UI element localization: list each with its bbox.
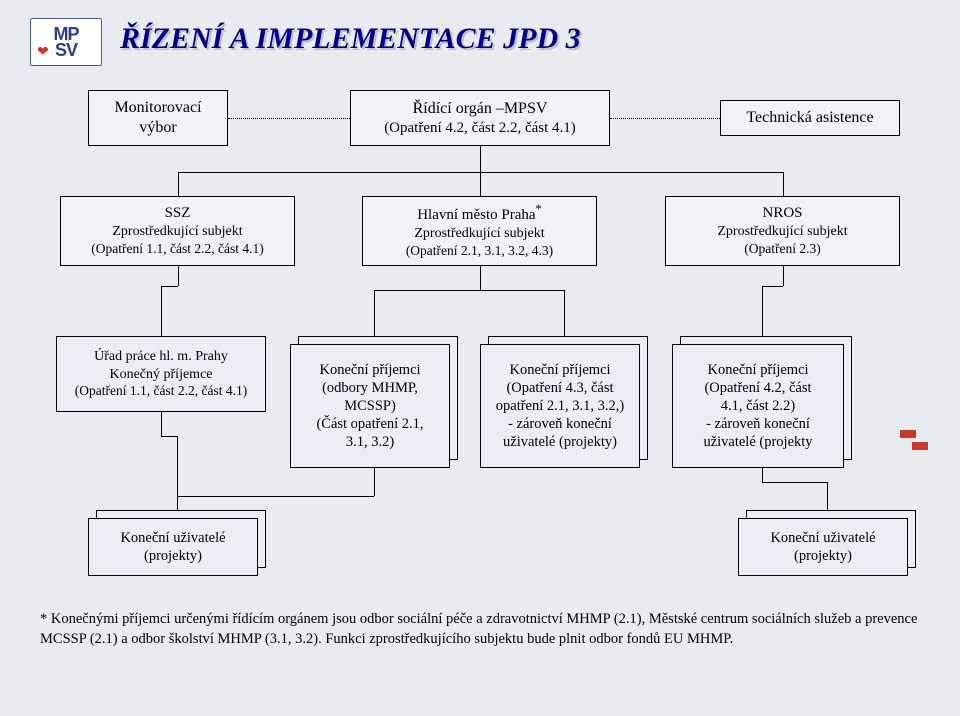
tech-l1: Technická asistence: [746, 108, 873, 128]
praha-box-l3: (Opatření 2.1, 3.1, 3.2, 4.3): [406, 243, 553, 260]
mhmp-stack: Koneční příjemci(odbory MHMP,MCSSP)(Část…: [290, 336, 458, 468]
kp43-stack-l1: Koneční příjemci: [509, 361, 610, 379]
mhmp-stack-l1: Koneční příjemci: [319, 361, 420, 379]
ridici-l2: (Opatření 4.2, část 2.2, část 4.1): [384, 119, 576, 138]
logo-heart-icon: ❤: [37, 44, 49, 61]
ssz-box: SSZZprostředkující subjekt(Opatření 1.1,…: [60, 196, 295, 266]
connector-dotted: [228, 118, 350, 119]
ku1-stack: Koneční uživatelé(projekty): [88, 510, 266, 576]
nros-box-l1: NROS: [762, 204, 802, 223]
connector: [374, 468, 375, 496]
ku1-stack-l2: (projekty): [144, 547, 202, 565]
connector: [177, 496, 178, 510]
urad-prace: Úřad práce hl. m. PrahyKonečný příjemce(…: [56, 336, 266, 412]
ssz-box-l1: SSZ: [165, 204, 191, 223]
connector: [783, 266, 784, 286]
kp43-stack-l3: opatření 2.1, 3.1, 3.2,): [496, 397, 624, 415]
kp42-stack-l4: - zároveň koneční: [706, 415, 810, 433]
ssz-box-l3: (Opatření 1.1, část 2.2, část 4.1): [91, 241, 263, 258]
ssz-box-l2: Zprostředkující subjekt: [112, 223, 242, 241]
ku2-stack: Koneční uživatelé(projekty): [738, 510, 916, 576]
kp43-stack-front: Koneční příjemci(Opatření 4.3, částopatř…: [480, 344, 640, 468]
kp43-stack-l2: (Opatření 4.3, část: [506, 379, 613, 397]
nros-box: NROSZprostředkující subjekt(Opatření 2.3…: [665, 196, 900, 266]
praha-box-l2: Zprostředkující subjekt: [414, 225, 544, 243]
connector: [762, 286, 763, 336]
kp43-stack-l5: uživatelé (projekty): [503, 433, 617, 451]
mhmp-stack-l4: (Část opatření 2.1,: [316, 415, 423, 433]
mhmp-stack-front: Koneční příjemci(odbory MHMP,MCSSP)(Část…: [290, 344, 450, 468]
mhmp-stack-l2: (odbory MHMP,: [322, 379, 418, 397]
connector: [762, 482, 827, 483]
connector: [762, 286, 783, 287]
connector: [762, 468, 763, 482]
deco-flag: [912, 442, 928, 450]
kp42-stack-l1: Koneční příjemci: [707, 361, 808, 379]
connector: [480, 266, 481, 290]
connector: [161, 436, 177, 437]
urad-l3: (Opatření 1.1, část 2.2, část 4.1): [75, 383, 247, 400]
mpsv-logo: MPSV❤: [30, 18, 102, 66]
kp43-stack: Koneční příjemci(Opatření 4.3, částopatř…: [480, 336, 648, 468]
praha-box: Hlavní město Praha*Zprostředkující subje…: [362, 196, 597, 266]
mhmp-stack-l3: MCSSP): [344, 397, 396, 415]
deco-flag: [900, 430, 916, 438]
monitor-l2: výbor: [139, 118, 176, 138]
praha-box-l1: Hlavní město Praha*: [417, 202, 542, 225]
ku1-stack-l1: Koneční uživatelé: [120, 529, 225, 547]
logo-line2: SV: [55, 42, 77, 58]
urad-l1: Úřad práce hl. m. Prahy: [94, 348, 228, 366]
kp43-stack-l4: - zároveň koneční: [508, 415, 612, 433]
mhmp-stack-l5: 3.1, 3.2): [346, 433, 394, 451]
nros-box-l2: Zprostředkující subjekt: [717, 223, 847, 241]
connector: [827, 482, 828, 510]
connector: [161, 286, 162, 336]
kp42-stack-l3: 4.1, část 2.2): [721, 397, 796, 415]
ku1-stack-front: Koneční uživatelé(projekty): [88, 518, 258, 576]
connector: [178, 266, 179, 286]
kp42-stack-l5: uživatelé (projekty: [703, 433, 812, 451]
title-front: ŘÍZENÍ A IMPLEMENTACE JPD 3: [120, 22, 581, 56]
ku2-stack-l1: Koneční uživatelé: [770, 529, 875, 547]
ridici-organ: Řídící orgán –MPSV(Opatření 4.2, část 2.…: [350, 90, 610, 146]
connector: [564, 290, 565, 336]
footnote: * Konečnými příjemci určenými řídícím or…: [40, 610, 920, 649]
connector: [480, 172, 481, 196]
connector: [178, 172, 179, 196]
ku2-stack-front: Koneční uživatelé(projekty): [738, 518, 908, 576]
urad-l2: Konečný příjemce: [109, 366, 212, 384]
ridici-l1: Řídící orgán –MPSV: [413, 99, 548, 119]
connector: [783, 172, 784, 196]
kp42-stack: Koneční příjemci(Opatření 4.2, část4.1, …: [672, 336, 852, 468]
connector: [161, 286, 178, 287]
nros-box-l3: (Opatření 2.3): [744, 241, 820, 258]
connector: [480, 146, 481, 172]
ku2-stack-l2: (projekty): [794, 547, 852, 565]
technicka-asistence: Technická asistence: [720, 100, 900, 136]
kp42-stack-l2: (Opatření 4.2, část: [704, 379, 811, 397]
connector: [374, 290, 564, 291]
connector: [177, 496, 374, 497]
connector-dotted: [610, 118, 720, 119]
connector: [161, 412, 162, 436]
monitorovaci-vybor: Monitorovacívýbor: [88, 90, 228, 146]
monitor-l1: Monitorovací: [114, 98, 201, 118]
kp42-stack-front: Koneční příjemci(Opatření 4.2, část4.1, …: [672, 344, 844, 468]
connector: [374, 290, 375, 336]
